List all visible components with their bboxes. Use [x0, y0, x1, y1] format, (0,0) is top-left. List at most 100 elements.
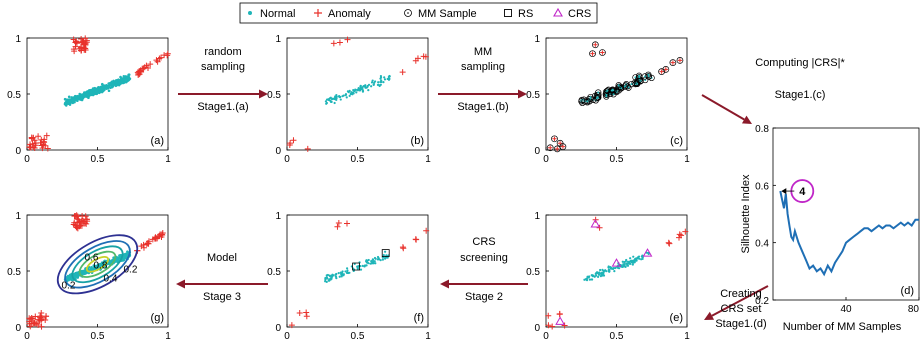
y-tick-label: 0.6 — [755, 181, 769, 192]
anomaly-point — [303, 313, 310, 320]
normal-point — [340, 275, 343, 278]
anomaly-point — [77, 222, 84, 229]
anomaly-point — [38, 314, 45, 321]
panel-label: (a) — [151, 135, 164, 147]
normal-point — [382, 81, 385, 84]
arrow-stage2 — [440, 279, 528, 289]
normal-point — [337, 272, 340, 275]
arrow-stage3 — [176, 279, 268, 289]
normal-point — [107, 89, 111, 93]
anomaly-point — [303, 309, 310, 316]
normal-point — [598, 273, 601, 276]
mm-sample-marker — [599, 49, 606, 56]
anomaly-point — [666, 240, 673, 247]
normal-point — [92, 92, 96, 95]
anomaly-point — [43, 313, 50, 320]
y-tick-label: 0 — [534, 146, 540, 157]
normal-point — [338, 94, 341, 98]
arrowhead-icon — [741, 115, 752, 124]
normal-point — [332, 97, 336, 100]
triangle-icon — [553, 7, 563, 17]
mm-sample-marker — [609, 87, 616, 94]
legend-marker-dot — [248, 11, 252, 15]
mm-sample-marker — [546, 144, 554, 152]
dot-icon — [407, 12, 409, 14]
anomaly-point — [145, 65, 152, 72]
normal-point — [324, 100, 328, 103]
normal-point — [629, 257, 632, 260]
anomaly-point — [164, 50, 171, 57]
panel-label: (d) — [901, 285, 914, 297]
normal-point — [83, 95, 86, 98]
normal-point — [367, 89, 370, 92]
normal-point — [78, 92, 82, 96]
normal-point — [325, 276, 328, 279]
normal-point — [346, 269, 349, 272]
arrow-text: Stage1.(d) — [715, 318, 766, 330]
normal-point — [627, 86, 630, 89]
anomaly-point — [290, 137, 297, 144]
anomaly-point — [676, 231, 683, 238]
annotation-arrowhead-icon — [781, 188, 787, 195]
normal-point — [102, 88, 105, 92]
arrow-text: random — [204, 46, 241, 58]
normal-point — [105, 87, 108, 90]
normal-point — [91, 88, 94, 92]
normal-point — [616, 266, 619, 269]
normal-point — [585, 278, 588, 281]
arrow-stage1d — [704, 285, 769, 320]
square-icon — [504, 9, 512, 17]
contour-label: 0.8 — [94, 260, 108, 271]
normal-point — [381, 258, 385, 261]
dot-icon — [248, 11, 252, 15]
normal-point — [638, 257, 641, 260]
y-tick-label: 0.5 — [7, 90, 21, 101]
normal-point — [598, 271, 601, 274]
normal-point — [345, 96, 348, 99]
normal-point — [387, 78, 391, 81]
x-tick-label: 0.5 — [91, 331, 105, 342]
legend-marker-square — [504, 9, 512, 17]
anomaly-point — [682, 228, 689, 235]
anomaly-point — [343, 220, 350, 227]
panel-f: 0 0.5 100.51(f) — [267, 211, 431, 342]
contour-line — [85, 255, 110, 273]
normal-point — [334, 275, 338, 278]
normal-point — [356, 267, 359, 270]
anomaly-point — [72, 43, 79, 50]
normal-point — [583, 278, 586, 281]
y-tick-label: 1 — [15, 211, 21, 222]
normal-point — [631, 260, 634, 263]
anomaly-point — [38, 136, 45, 143]
normal-point — [103, 84, 106, 88]
normal-point — [383, 250, 387, 253]
normal-point — [611, 89, 614, 92]
panel-g: 0 0.5 100.51(g)0.20.80.60.40.2 — [7, 211, 171, 342]
anomaly-point — [663, 67, 669, 72]
normal-point — [330, 98, 334, 101]
anomaly-point — [82, 42, 89, 49]
y-tick-label: 0.5 — [7, 267, 21, 278]
normal-point — [325, 102, 328, 105]
arrow-shaft — [711, 285, 769, 317]
mm-sample-marker — [551, 135, 558, 143]
anomaly-point — [140, 65, 147, 72]
legend-label: Anomaly — [328, 8, 371, 20]
mm-sample-marker — [595, 89, 602, 96]
arrowhead-icon — [176, 279, 185, 289]
normal-point — [377, 81, 380, 84]
x-tick-label: 0.5 — [351, 331, 365, 342]
normal-point — [98, 264, 102, 268]
normal-point — [67, 102, 70, 105]
y-tick-label: 0 — [534, 323, 540, 334]
arrow-text: Creating — [720, 288, 762, 300]
anomaly-point — [27, 323, 34, 330]
normal-point — [342, 274, 345, 277]
normal-point — [355, 91, 358, 94]
y-tick-label: 0 — [15, 146, 21, 157]
anomaly-point — [159, 230, 166, 237]
arrow-text: Computing |CRS|* — [755, 57, 845, 69]
normal-point — [363, 84, 367, 88]
anomaly-point — [38, 323, 45, 330]
legend-marker-dotted-circle — [404, 9, 412, 17]
